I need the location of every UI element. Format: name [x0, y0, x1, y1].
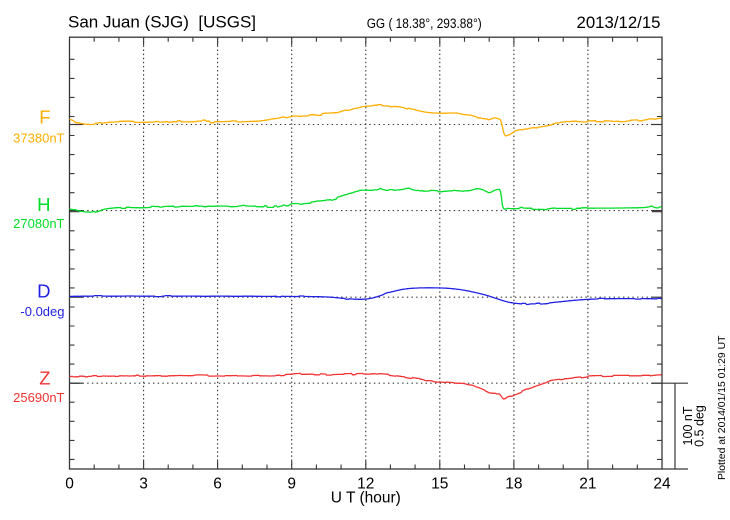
- svg-text:-0.0deg: -0.0deg: [20, 304, 64, 319]
- svg-text:F: F: [39, 107, 50, 128]
- svg-text:6: 6: [213, 476, 222, 493]
- svg-text:12: 12: [357, 476, 374, 493]
- svg-text:24: 24: [653, 476, 671, 493]
- svg-text:100 nT: 100 nT: [681, 406, 695, 445]
- svg-text:0.5 deg: 0.5 deg: [693, 405, 707, 447]
- svg-text:H: H: [37, 194, 50, 215]
- svg-text:9: 9: [287, 476, 296, 493]
- svg-text:San Juan (SJG) [USGS]: San Juan (SJG) [USGS]: [68, 13, 256, 32]
- svg-text:18: 18: [505, 476, 522, 493]
- svg-text:3: 3: [139, 476, 148, 493]
- svg-text:27080nT: 27080nT: [13, 216, 64, 231]
- svg-text:GG ( 18.38°, 293.88°): GG ( 18.38°, 293.88°): [367, 16, 482, 31]
- svg-text:0: 0: [65, 476, 74, 493]
- svg-text:15: 15: [431, 476, 448, 493]
- svg-text:21: 21: [579, 476, 596, 493]
- svg-text:U T (hour): U T (hour): [331, 490, 401, 507]
- svg-text:25690nT: 25690nT: [13, 390, 64, 405]
- svg-text:D: D: [37, 280, 50, 301]
- svg-text:2013/12/15: 2013/12/15: [577, 14, 661, 32]
- svg-text:Z: Z: [39, 367, 50, 388]
- svg-text:Plotted at 2014/01/15 01:29 UT: Plotted at 2014/01/15 01:29 UT: [717, 335, 728, 480]
- svg-text:37380nT: 37380nT: [13, 130, 64, 145]
